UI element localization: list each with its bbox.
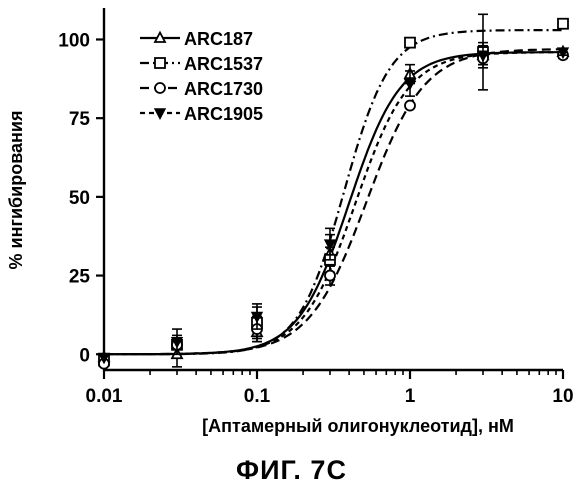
- fit-curve-arc187: [104, 52, 563, 354]
- y-tick-label: 25: [69, 267, 91, 288]
- fit-curve-arc1537: [104, 30, 563, 354]
- data-point-arc1537: [558, 19, 568, 29]
- fit-curves: [104, 30, 563, 354]
- legend-label-arc1537: ARC1537: [184, 54, 263, 74]
- data-point-arc1730: [325, 271, 335, 281]
- figure-caption: ФИГ. 7C: [0, 455, 583, 486]
- y-tick-label: 100: [58, 30, 90, 51]
- data-points: [99, 14, 568, 368]
- fit-curve-arc1905: [104, 52, 563, 354]
- x-tick-label: 0.1: [244, 386, 271, 407]
- axes: 0 25 50 75 100 0.01 0.1 1 10: [58, 8, 573, 407]
- x-tick-label: 10: [552, 386, 573, 407]
- y-tick-label: 0: [79, 345, 90, 366]
- x-tick-label: 1: [405, 386, 416, 407]
- legend-label-arc187: ARC187: [184, 29, 253, 49]
- legend-marker-arc187: [155, 33, 165, 43]
- x-axis-label: [Аптамерный олигонуклеотид], нМ: [202, 416, 514, 436]
- legend-marker-arc1905: [155, 109, 165, 119]
- legend: ARC187 ARC1537 ARC1730 ARC1905: [140, 29, 263, 124]
- y-tick-label: 50: [69, 188, 90, 209]
- legend-marker-arc1730: [155, 83, 165, 93]
- y-axis-label: % ингибирования: [6, 111, 26, 270]
- data-point-arc1730: [405, 101, 415, 111]
- y-tick-label: 75: [69, 109, 91, 130]
- data-point-arc1537: [405, 38, 415, 48]
- legend-label-arc1730: ARC1730: [184, 79, 263, 99]
- fit-curve-arc1730: [104, 49, 563, 354]
- legend-marker-arc1537: [155, 58, 165, 68]
- legend-label-arc1905: ARC1905: [184, 104, 263, 124]
- x-tick-label: 0.01: [86, 386, 123, 407]
- dose-response-chart: 0 25 50 75 100 0.01 0.1 1 10 ARC187 ARC1537 ARC173…: [0, 0, 583, 440]
